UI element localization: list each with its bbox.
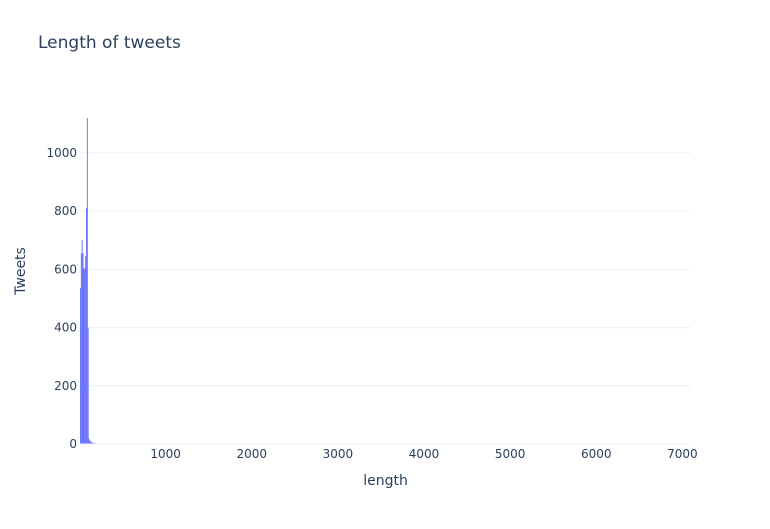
y-tick-label: 600 <box>54 262 77 276</box>
chart-title: Length of tweets <box>38 33 181 53</box>
y-tick-label: 400 <box>54 321 77 335</box>
x-tick-label: 4000 <box>409 447 440 461</box>
histogram-bar <box>84 267 86 444</box>
y-tick-label: 0 <box>69 437 77 451</box>
x-tick-label: 2000 <box>237 447 268 461</box>
histogram-bar <box>80 288 81 444</box>
histogram-bar <box>86 118 88 444</box>
histogram-bar <box>90 441 92 444</box>
x-axis-title: length <box>363 473 408 489</box>
histogram-bar <box>81 240 83 444</box>
histogram-bar <box>88 438 90 444</box>
y-axis-title: Tweets <box>13 247 29 296</box>
x-tick-label: 7000 <box>667 447 698 461</box>
histogram-bar <box>92 442 93 444</box>
histogram-bar <box>92 442 94 444</box>
histogram-bar <box>86 208 87 444</box>
histogram-bar <box>83 269 85 444</box>
histogram-bar <box>89 440 91 444</box>
histogram-bar <box>82 253 84 444</box>
histogram-bar <box>91 442 93 444</box>
y-tick-label: 1000 <box>46 146 77 160</box>
x-tick-label: 6000 <box>581 447 612 461</box>
histogram-bar <box>85 256 87 444</box>
x-tick-label: 3000 <box>323 447 354 461</box>
x-tick-label: 5000 <box>495 447 526 461</box>
y-tick-label: 200 <box>54 379 77 393</box>
y-tick-label: 800 <box>54 204 77 218</box>
histogram-bar <box>87 327 89 444</box>
x-tick-label: 1000 <box>150 447 181 461</box>
histogram-bar <box>80 253 82 444</box>
